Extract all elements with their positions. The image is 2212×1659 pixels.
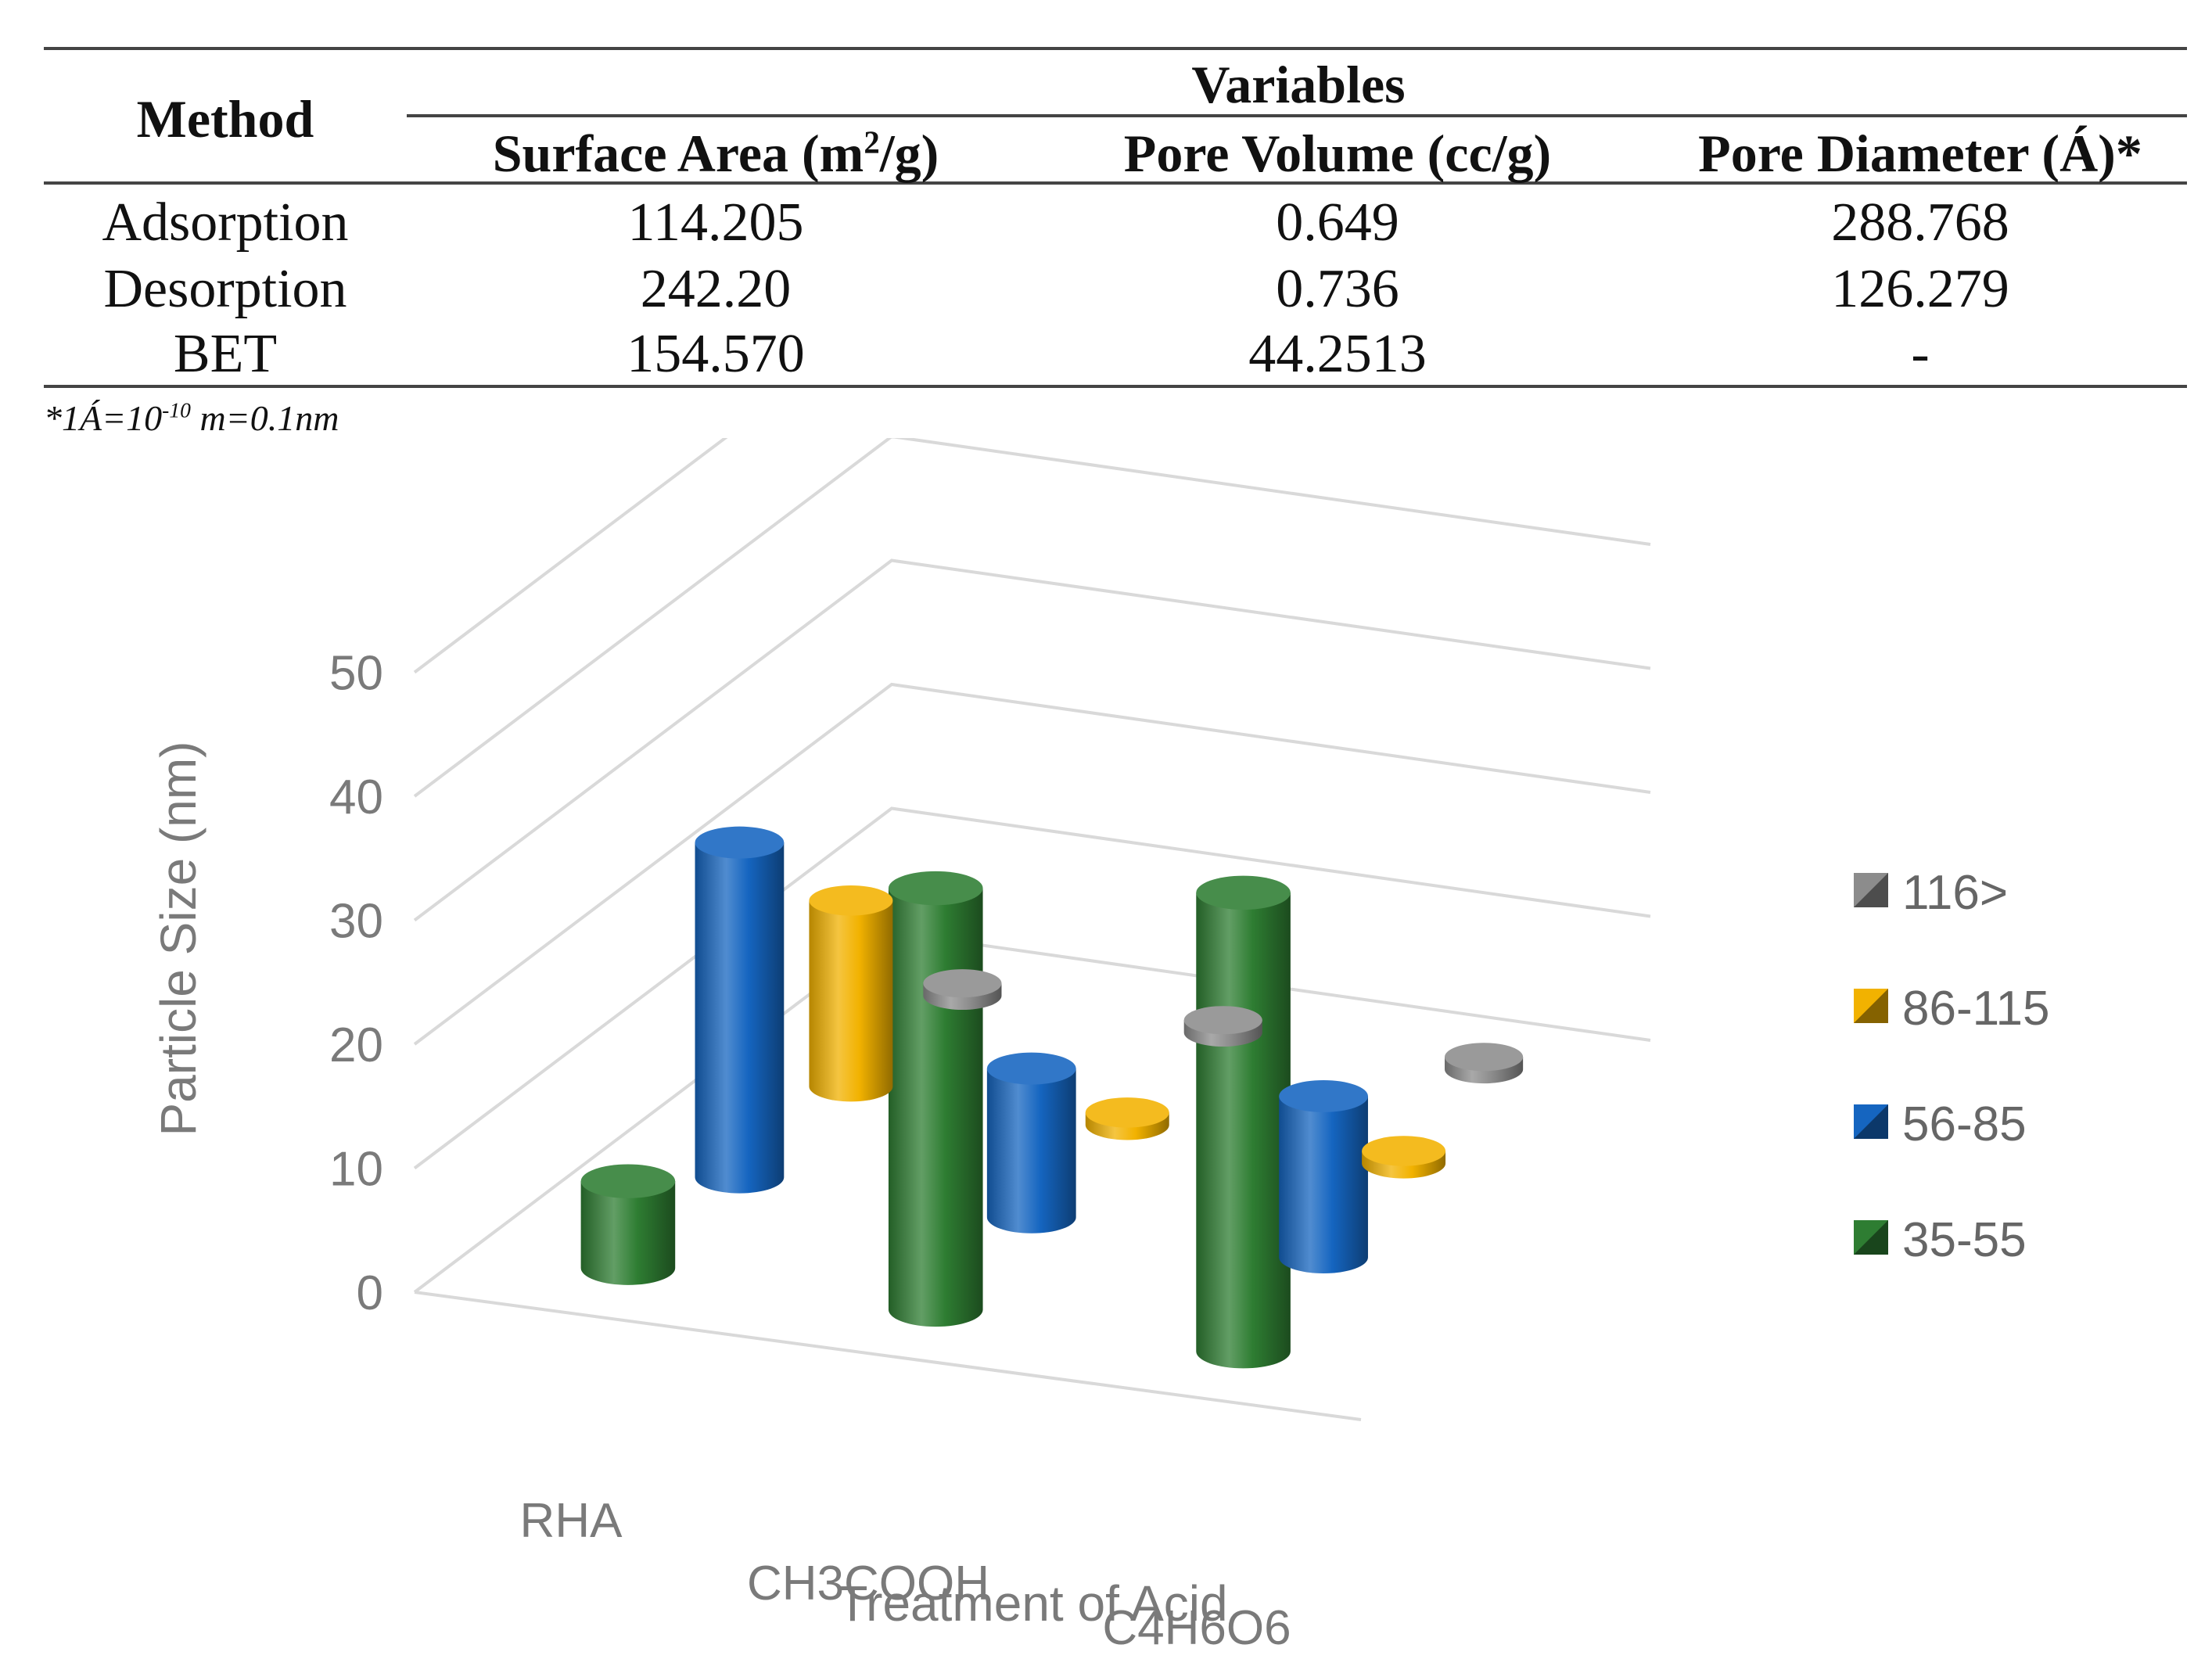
legend-item-86-115: 86-115 (1854, 982, 2049, 1036)
x-tick-label: C4H6O6 (1102, 1601, 1291, 1655)
bar-35-55-rha (580, 1164, 676, 1285)
chart-gridlines (413, 438, 1651, 1421)
legend-item-116: 116> (1854, 866, 2008, 920)
row-value: 126.279 (1831, 259, 2009, 319)
floor-edge (414, 1291, 1362, 1421)
row-value: 0.736 (1276, 259, 1399, 319)
bar-116-c4h6o6 (1445, 1043, 1524, 1084)
bar-86-115-c4h6o6 (1362, 1136, 1446, 1179)
row-value: 242.20 (640, 259, 792, 319)
y-axis-ticks: 0 10 20 30 40 50 (329, 647, 383, 1321)
col-header-pore-diameter: Pore Diameter (Á)* (1698, 124, 2142, 183)
row-value: 288.768 (1831, 192, 2009, 253)
legend-label: 86-115 (1902, 982, 2049, 1036)
legend-item-35-55: 35-55 (1854, 1213, 2027, 1267)
y-tick-label: 20 (329, 1018, 383, 1072)
y-tick-label: 30 (329, 895, 383, 949)
row-value: - (1911, 324, 1930, 384)
legend-label: 116> (1902, 866, 2008, 920)
y-axis-label: Particle Size (nm) (150, 742, 206, 1137)
legend-item-56-85: 56-85 (1854, 1097, 2027, 1151)
gridline (413, 558, 1651, 922)
row-value: 0.649 (1276, 192, 1399, 253)
bar-56-85-ch3cooh (986, 1052, 1076, 1233)
x-tick-label: CH3COOH (747, 1557, 989, 1611)
row-method: Adsorption (102, 192, 349, 253)
y-tick-label: 0 (357, 1266, 383, 1320)
gridline (413, 438, 728, 674)
bar-35-55-c4h6o6 (1196, 875, 1291, 1369)
variables-rule (407, 114, 2187, 117)
x-axis-ticks: RHA CH3COOH C4H6O6 (520, 1494, 1291, 1655)
bar-35-55-ch3cooh (888, 871, 983, 1327)
header-bottom-rule (44, 181, 2187, 185)
y-tick-label: 50 (329, 647, 383, 701)
gridline (413, 806, 1651, 1170)
row-value: 154.570 (627, 324, 805, 384)
gridline (413, 438, 1651, 798)
row-method: Desorption (103, 259, 347, 319)
particle-size-chart: 0 10 20 30 40 50 RHA CH3COOH C4H6O6 116> 86-115 5… (150, 438, 2049, 1655)
properties-table: Method Variables Surface Area (m2/g) Por… (0, 0, 2212, 438)
table-bottom-rule (44, 385, 2187, 388)
row-method: BET (173, 324, 278, 384)
row-value: 44.2513 (1248, 324, 1427, 384)
x-axis-label: Treatment of Acid (837, 1575, 1227, 1632)
bar-116-ch3cooh (1183, 1006, 1262, 1047)
bar-86-115-rha (809, 885, 893, 1102)
col-header-surface-area: Surface Area (m2/g) (492, 124, 939, 183)
gridline (413, 682, 1651, 1046)
variables-header: Variables (1191, 55, 1406, 114)
y-tick-label: 10 (329, 1143, 383, 1197)
x-tick-label: RHA (520, 1494, 623, 1548)
bar-116-rha (923, 969, 1002, 1011)
row-value: 114.205 (627, 192, 804, 253)
bar-56-85-c4h6o6 (1279, 1079, 1368, 1273)
bar-56-85-rha (695, 826, 785, 1194)
table-footnote: *1Á=10-10 m=0.1nm (44, 397, 339, 438)
table-top-rule (44, 47, 2187, 50)
method-header: Method (136, 89, 314, 149)
col-header-pore-volume: Pore Volume (cc/g) (1123, 124, 1552, 183)
chart-bars (580, 826, 1524, 1369)
chart-legend: 116> 86-115 56-85 35-55 (1854, 866, 2049, 1267)
bar-86-115-ch3cooh (1085, 1097, 1169, 1140)
legend-label: 56-85 (1902, 1097, 2027, 1151)
legend-label: 35-55 (1902, 1213, 2027, 1267)
y-tick-label: 40 (329, 770, 383, 824)
